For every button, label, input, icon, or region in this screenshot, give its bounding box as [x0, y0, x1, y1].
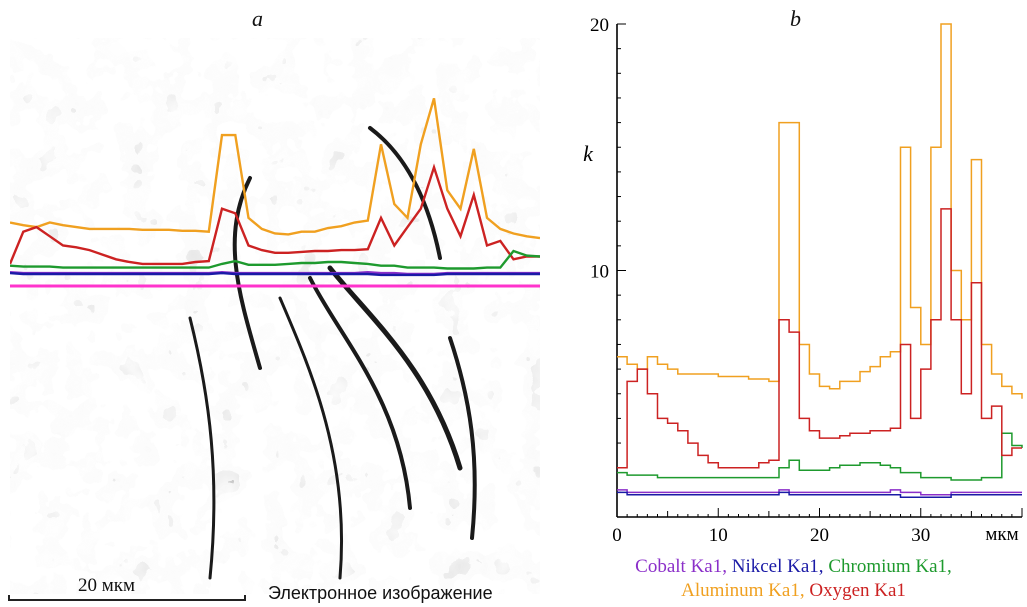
chart-legend: Cobalt Ka1, Nikcel Ka1, Chromium Ka1, Al… [560, 555, 1027, 603]
series-line-oxygen [617, 208, 1022, 469]
x-tick-label: 10 [709, 525, 728, 546]
y-axis-label: k [583, 141, 594, 166]
scale-bar [8, 595, 246, 601]
chart-tick-labels: 0 10 20 30 10 20 [590, 15, 930, 546]
legend-entry-chromium: Chromium Ka1, [828, 556, 952, 577]
scan-trace-aluminum [10, 97, 540, 240]
x-tick-label: 0 [612, 525, 622, 546]
legend-entry-oxygen: Oxygen Ka1 [809, 580, 906, 601]
legend-entry-cobalt: Cobalt Ka1, [635, 556, 732, 577]
eds-line-profile-chart: 0 10 20 30 10 20 k мкм [583, 15, 1023, 546]
y-tick-label: 10 [590, 262, 609, 283]
y-tick-label: 20 [590, 15, 609, 36]
legend-entry-aluminum: Aluminum Ka1, [681, 580, 810, 601]
panel-a-letter: a [252, 6, 263, 31]
chart-axes [616, 23, 1023, 518]
chart-series-lines [617, 23, 1023, 499]
grain-streaks [188, 126, 477, 580]
scan-trace-chromium [10, 249, 540, 270]
panel-b-letter: b [790, 6, 801, 31]
eds-line-scan-traces [10, 97, 540, 277]
series-line-chromium [617, 432, 1023, 481]
micrograph-texture [10, 38, 540, 594]
x-tick-label: 30 [911, 525, 930, 546]
legend-entry-nikcel: Nikcel Ka1, [731, 556, 829, 577]
micrograph-image [10, 38, 540, 594]
scan-trace-oxygen [10, 163, 540, 266]
scale-bar-label: 20 мкм [78, 575, 136, 596]
series-line-nikcel [617, 491, 1022, 499]
scan-trace-nickel [10, 271, 540, 277]
x-tick-label: 20 [810, 525, 829, 546]
image-caption: Электронное изображение [268, 583, 493, 603]
x-axis-label: мкм [985, 524, 1018, 545]
electron-micrograph [10, 38, 540, 594]
